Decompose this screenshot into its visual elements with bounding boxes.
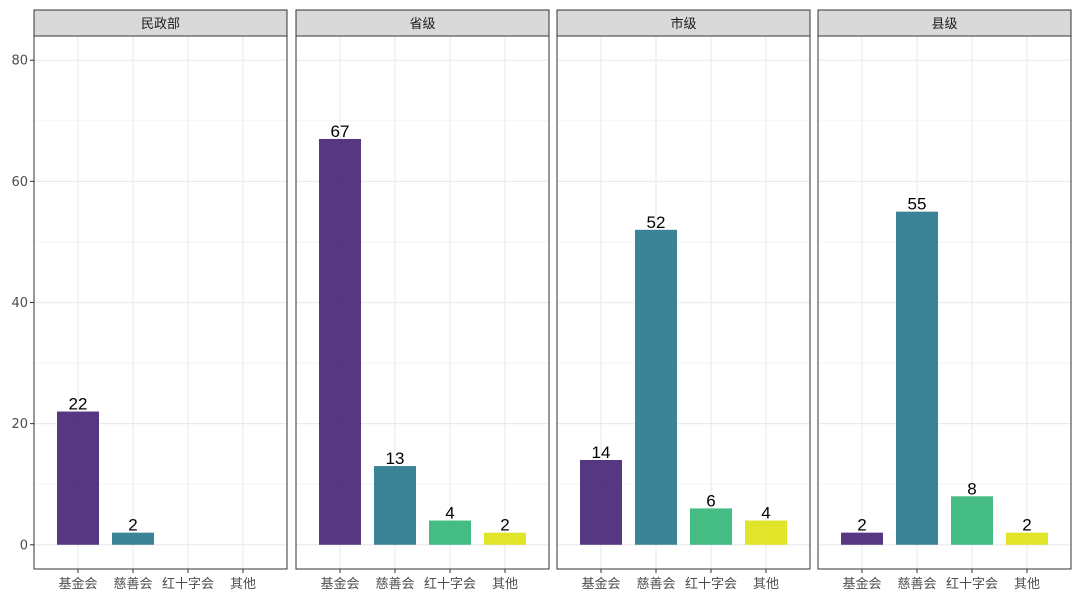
x-tick-label: 慈善会 [113, 576, 152, 592]
bar [896, 211, 938, 545]
bar-value-label: 2 [1022, 516, 1031, 535]
bar-value-label: 22 [69, 395, 88, 414]
facet-title: 市级 [670, 16, 696, 32]
bar [112, 532, 154, 545]
x-tick-label: 基金会 [842, 576, 881, 592]
bar [57, 411, 99, 545]
bar-value-label: 14 [592, 443, 611, 462]
bar-value-label: 2 [857, 516, 866, 535]
bar [429, 520, 471, 545]
bar [951, 496, 993, 545]
facet-panel: 省级 67 13 4 2 基金会 慈善会 红十字会 其他 [295, 9, 550, 592]
bar [484, 532, 526, 545]
panel-border [556, 35, 811, 570]
bar-value-label: 6 [706, 491, 715, 510]
y-tick-label: 0 [20, 538, 28, 553]
x-tick-label: 其他 [230, 577, 256, 592]
x-tick-label: 基金会 [581, 576, 620, 592]
bar-value-label: 52 [647, 213, 666, 232]
bar-value-label: 67 [331, 122, 350, 141]
panel-border [33, 35, 288, 570]
x-tick-label: 其他 [1014, 577, 1040, 592]
bar-value-label: 8 [967, 479, 976, 498]
y-tick-label: 40 [11, 296, 28, 311]
facet-title: 民政部 [141, 17, 180, 32]
y-tick-label: 20 [11, 417, 28, 432]
x-tick-label: 红十字会 [946, 576, 998, 592]
bar [745, 520, 787, 545]
bar [580, 459, 622, 545]
panel-border [817, 35, 1072, 570]
x-tick-label: 慈善会 [897, 576, 936, 592]
x-tick-label: 基金会 [58, 576, 97, 592]
facet-strip [33, 9, 288, 37]
bar-value-label: 2 [128, 516, 137, 535]
panel-border [295, 35, 550, 570]
facet-strip [817, 9, 1072, 37]
x-tick-label: 其他 [753, 577, 779, 592]
x-tick-label: 其他 [492, 577, 518, 592]
x-tick-label: 红十字会 [685, 576, 737, 592]
facet-title: 省级 [409, 17, 435, 32]
bar [841, 532, 883, 545]
bar-value-label: 4 [761, 504, 770, 523]
bar-value-label: 55 [908, 195, 927, 214]
x-tick-label: 慈善会 [636, 576, 675, 592]
bar-value-label: 13 [386, 449, 405, 468]
bar [690, 508, 732, 545]
bar [319, 138, 361, 545]
x-tick-label: 慈善会 [375, 576, 414, 592]
facet-strip [556, 9, 811, 37]
y-tick-label: 80 [11, 54, 28, 69]
bar-value-label: 4 [445, 504, 454, 523]
x-tick-label: 基金会 [320, 576, 359, 592]
facet-panel: 县级 2 55 8 2 基金会 慈善会 红十字会 其他 [817, 9, 1072, 592]
bar [1006, 532, 1048, 545]
y-tick-label: 60 [11, 175, 28, 190]
bar-value-label: 2 [500, 516, 509, 535]
x-tick-label: 红十字会 [424, 576, 476, 592]
bar [635, 229, 677, 545]
facet-panel: 市级 14 52 6 4 基金会 慈善会 红十字会 其他 [556, 9, 811, 592]
facet-title: 县级 [931, 17, 957, 32]
x-tick-label: 红十字会 [162, 576, 214, 592]
bar [374, 466, 416, 545]
